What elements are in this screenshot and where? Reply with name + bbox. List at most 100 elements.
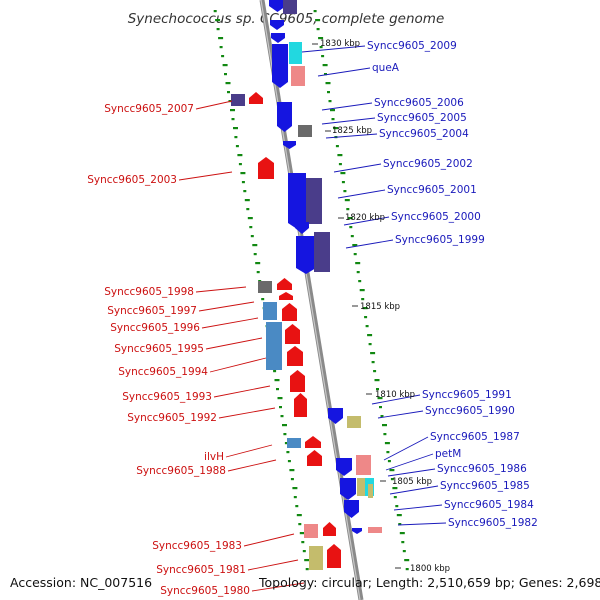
gc-tick [349,226,353,229]
gene-label: petM [435,448,461,460]
gc-tick [290,478,294,481]
gene-box [357,478,365,496]
gc-tick [347,217,353,220]
reverse-gene [272,44,288,88]
gene-label: Syncc9605_2005 [377,112,467,124]
forward-gene [287,346,303,366]
accession-text: Accession: NC_007516 [10,575,152,590]
reverse-gene [296,236,316,274]
kbp-marker: 1810 kbp [375,390,415,400]
gc-tick [213,10,217,13]
forward-gene [249,92,263,104]
label-connector [213,385,271,398]
gc-tick [240,172,246,175]
gc-tick [322,64,328,67]
gc-tick [350,235,354,238]
gene-label: Syncc9605_1995 [114,343,204,355]
gene-box [298,125,312,137]
gc-tick [355,262,361,265]
gc-tick [382,424,387,427]
gc-tick [352,244,358,247]
topology-text: Topology: circular; Length: 2,510,659 bp… [258,575,600,590]
gc-tick [398,523,402,526]
gc-tick [292,487,298,490]
gene-label: Syncc9605_1993 [122,391,212,403]
forward-gene [305,436,321,448]
gene-label: Syncc9605_1985 [440,480,530,492]
gc-tick [286,451,290,454]
gc-tick [376,388,379,391]
gc-tick [333,127,338,130]
gene-label: Syncc9605_1987 [430,431,520,443]
gc-tick [231,118,235,121]
gc-tick [368,343,372,346]
gene-label: ilvH [204,451,224,463]
label-connector [195,286,247,293]
label-connector [317,67,371,77]
kbp-marker: 1800 kbp [410,564,450,574]
label-connector [209,357,267,373]
gc-tick [235,145,239,148]
reverse-gene [271,33,285,43]
gc-tick [313,10,317,13]
gc-tick [358,280,362,283]
gc-tick [389,469,395,472]
forward-gene [279,292,293,300]
gc-tick [371,361,375,364]
gc-tick [252,244,258,247]
gc-tick [353,253,357,256]
gc-tick [331,118,335,121]
gc-tick [392,487,398,490]
gc-tick [315,19,321,22]
gene-label: Syncc9605_1992 [127,412,217,424]
gc-tick [296,514,302,517]
gene-label: Syncc9605_2002 [383,158,473,170]
gene-box [231,94,245,106]
gc-tick [401,541,405,544]
gene-label: Syncc9605_1991 [422,389,512,401]
label-connector [393,504,443,511]
gc-tick [356,271,360,274]
gene-label: Syncc9605_1997 [107,305,197,317]
gc-tick [387,460,391,463]
label-connector [198,301,255,312]
label-connector [325,133,378,139]
gene-box [291,66,305,86]
forward-gene [323,522,336,536]
reverse-gene [283,141,296,149]
reverse-gene [336,458,352,476]
map-title: Synechococcus sp. CC9605, complete genom… [128,11,445,27]
label-connector [301,45,366,53]
gene-box [287,438,301,448]
gc-tick [219,46,223,49]
label-connector [345,239,394,249]
gc-tick [279,406,282,409]
reverse-gene [288,173,306,229]
gc-tick [316,28,320,31]
gc-tick [299,532,305,535]
forward-gene [307,450,322,466]
label-connector [321,117,376,125]
gc-tick [327,91,330,94]
gc-tick [283,433,287,436]
gene-label: queA [372,62,400,74]
gc-tick [364,316,368,319]
label-connector [397,522,447,526]
reverse-gene [295,222,309,234]
gc-tick [241,181,245,184]
forward-gene [285,324,300,344]
label-connector [201,317,259,329]
gc-tick [233,127,238,130]
label-connector [205,337,263,350]
gene-label: Syncc9605_2001 [387,184,477,196]
gc-tick [402,550,406,553]
label-connector [243,533,295,547]
gene-box [347,416,361,428]
gene-box [304,524,318,538]
gc-tick [395,505,399,508]
gc-tick [365,325,369,328]
forward-gene [277,278,292,290]
gc-tick [337,154,343,157]
gc-tick [289,469,295,472]
